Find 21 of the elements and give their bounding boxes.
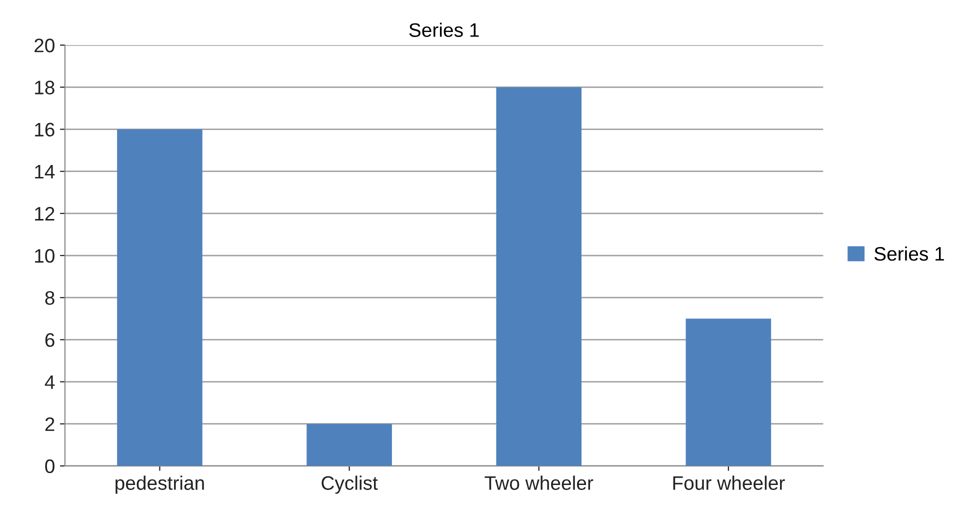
- x-tick-label: pedestrian: [116, 476, 204, 494]
- y-tick-label: 4: [44, 375, 55, 389]
- y-tick-label: 16: [35, 122, 54, 137]
- y-tick-label: 2: [45, 417, 54, 431]
- y-tick-label: 0: [45, 459, 54, 474]
- x-tick-label: Cyclist: [322, 476, 378, 494]
- bar: [496, 87, 582, 466]
- y-tick-label: 20: [34, 38, 54, 52]
- legend-label: Series 1: [874, 246, 944, 261]
- bar: [117, 129, 202, 466]
- y-tick-label: 8: [45, 291, 54, 305]
- chart-title: Series 1: [409, 22, 479, 37]
- y-tick-label: 6: [45, 333, 54, 347]
- y-tick-label: 18: [35, 80, 54, 94]
- y-tick-label: 10: [35, 248, 54, 263]
- x-tick-label: Two wheeler: [484, 476, 594, 490]
- bar: [306, 424, 392, 466]
- x-tick-label: Four wheeler: [673, 476, 785, 490]
- y-tick-label: 14: [35, 165, 55, 178]
- y-tick-label: 12: [35, 206, 54, 220]
- bar: [686, 318, 772, 466]
